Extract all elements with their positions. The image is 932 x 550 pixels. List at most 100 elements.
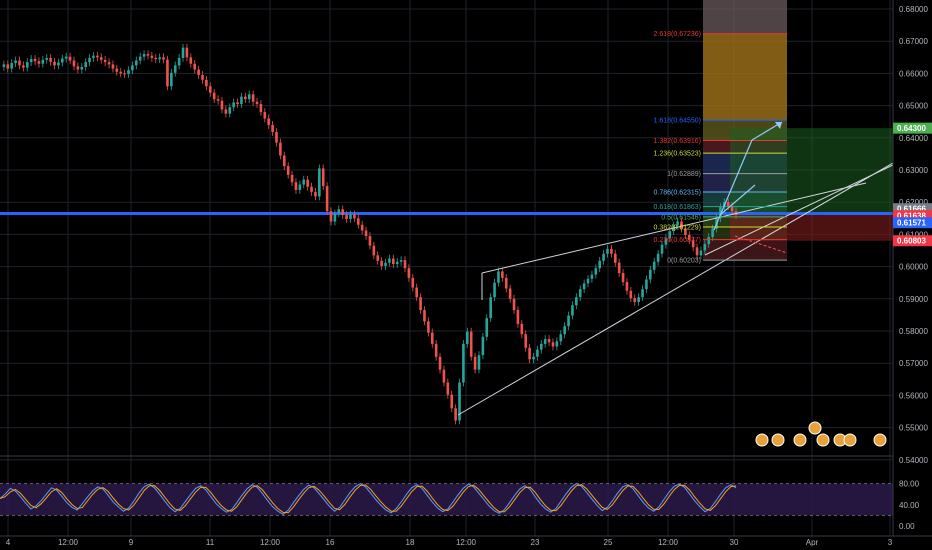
price-candles [2, 43, 738, 425]
candle-body [372, 245, 376, 256]
price-tag-label: 0.61571 [897, 219, 926, 228]
event-badges[interactable] [755, 421, 887, 447]
candle-body [695, 247, 699, 256]
candle-body [610, 248, 613, 254]
candle-body [18, 60, 21, 66]
fib-level-label: 0.786(0.62315) [654, 190, 701, 197]
candle-body [699, 250, 703, 256]
candle-body [208, 86, 212, 93]
candle-body [37, 61, 41, 64]
candle-body [115, 68, 119, 72]
candle-body [84, 62, 87, 67]
candle-body [512, 298, 516, 311]
candle-body [388, 258, 391, 263]
candle-body [563, 326, 566, 335]
candle-body [185, 47, 189, 58]
candle-body [403, 260, 407, 269]
candle-body [349, 214, 352, 219]
candle-body [442, 369, 446, 383]
rsi-tick-label: 40.00 [899, 501, 920, 510]
candle-body [598, 260, 602, 269]
candle-body [53, 61, 56, 66]
candle-body [477, 355, 481, 370]
candle-body [220, 100, 224, 110]
candle-body [423, 310, 426, 322]
wedge-lines [457, 162, 894, 416]
candle-body [298, 184, 302, 190]
candle-body [22, 65, 25, 68]
candle-body [680, 221, 683, 229]
candle-body [212, 92, 216, 100]
candle-body [45, 57, 49, 60]
price-tag-bg [893, 203, 932, 215]
candle-body [142, 54, 146, 57]
candle-body [602, 253, 605, 261]
candle-body [481, 336, 485, 356]
candle-body [676, 221, 679, 226]
candle-body [641, 289, 644, 298]
candle-body [80, 66, 84, 70]
candle-body [571, 305, 574, 316]
candle-body [197, 69, 200, 76]
candle-body [2, 64, 6, 67]
fib-level-label: 1.618(0.64550) [654, 118, 701, 125]
candle-body [629, 290, 633, 299]
candle-body [325, 186, 329, 212]
position-box [730, 128, 893, 241]
candle-body [232, 102, 235, 108]
candle-body [263, 112, 267, 119]
candle-body [286, 166, 290, 175]
candle-body [711, 228, 714, 237]
candle-body [103, 59, 107, 63]
rsi-tick-label: 0.00 [899, 522, 915, 531]
candle-body [290, 174, 294, 183]
projection-arrows [713, 121, 788, 254]
candle-body [419, 297, 422, 311]
candle-body [508, 288, 512, 299]
x-tick-label: 23 [531, 538, 540, 547]
candle-body [356, 218, 360, 225]
candle-body [173, 65, 177, 73]
rsi-pane [0, 483, 893, 516]
candle-body [536, 349, 539, 357]
candle-body [251, 94, 255, 102]
candle-body [399, 260, 403, 262]
candle-body [726, 202, 730, 207]
y-tick-label: 0.54000 [899, 456, 928, 465]
candle-body [61, 58, 64, 63]
candle-body [353, 214, 356, 219]
candle-body [469, 331, 473, 357]
candle-body [255, 101, 259, 104]
candle-body [76, 66, 80, 70]
candle-body [578, 289, 582, 298]
candle-body [228, 107, 232, 114]
price-tag-bg [893, 235, 932, 247]
candle-body [282, 155, 286, 167]
candle-body [719, 207, 722, 219]
x-tick-label: 16 [326, 538, 335, 547]
event-badge-icon [873, 433, 887, 447]
candle-body [411, 277, 415, 288]
candle-body [68, 56, 72, 61]
candle-body [216, 99, 220, 101]
candle-body [551, 342, 555, 347]
candle-body [329, 211, 333, 222]
candle-body [633, 298, 637, 303]
price-tag-bg [893, 217, 932, 229]
candle-body [193, 63, 197, 70]
rsi-tick-label: 80.00 [899, 480, 920, 489]
candle-body [99, 57, 103, 60]
candle-body [528, 347, 531, 360]
candle-body [730, 206, 734, 212]
x-tick-label: Apr [806, 538, 819, 547]
candle-body [380, 260, 383, 266]
candle-body [166, 59, 169, 87]
candle-body [150, 55, 154, 58]
candle-body [668, 231, 672, 239]
candle-body [684, 228, 687, 236]
candle-body [29, 58, 33, 63]
fib-level-label: 1.382(0.63916) [654, 138, 701, 145]
price-tag-bg [893, 122, 932, 134]
